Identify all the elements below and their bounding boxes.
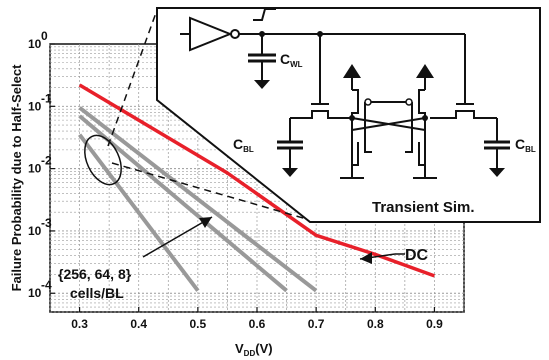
series-line-dc [78,83,435,278]
series-layer [78,83,435,293]
x-tick-label: 0.4 [130,317,147,331]
y-tick-label: 10 [28,224,42,238]
cells-label-line1: {256, 64, 8} [58,266,132,282]
x-axis-label: VDD(V) [235,341,273,358]
inset-caption: Transient Sim. [372,199,475,216]
y-tick-label: 10 [28,99,42,113]
x-tick-label: 0.8 [367,317,384,331]
y-axis-label: Failure Probability due to Half-Select [9,64,24,291]
y-tick-label: 10 [28,286,42,300]
callout-line-top [107,9,158,147]
transient-marker-ellipse [84,134,122,186]
c-wl-label: CWL [280,51,303,69]
x-tick-label: 0.5 [190,317,207,331]
y-tick-exponent: -4 [41,278,52,292]
x-tick-label: 0.7 [308,317,325,331]
c-bl-left-label: CBL [233,136,254,154]
cells-annotation: {256, 64, 8} cells/BL [58,216,213,301]
x-tick-label: 0.3 [71,317,88,331]
dc-label: DC [405,247,429,264]
series-line-cells-1 [78,106,318,293]
y-tick-exponent: -1 [41,91,52,105]
series-line-cells-2 [78,114,288,293]
y-tick-exponent: -3 [41,216,52,230]
inverter-symbol [189,16,233,52]
callout-line-bottom [111,162,311,221]
y-tick-exponent: -2 [41,154,52,168]
x-tick-label: 0.6 [249,317,266,331]
y-tick-exponent: 0 [41,29,48,43]
series-line-cells-3 [78,133,200,292]
c-bl-right-label: CBL [515,136,536,154]
x-tick-label: 0.9 [426,317,443,331]
inset-schematic: CWL CBL CBL [156,7,541,223]
step-waveform [253,8,276,21]
y-tick-label: 10 [28,37,42,51]
cells-label-line2: cells/BL [70,285,124,301]
dc-annotation: DC [359,247,429,264]
y-tick-label: 10 [28,162,42,176]
